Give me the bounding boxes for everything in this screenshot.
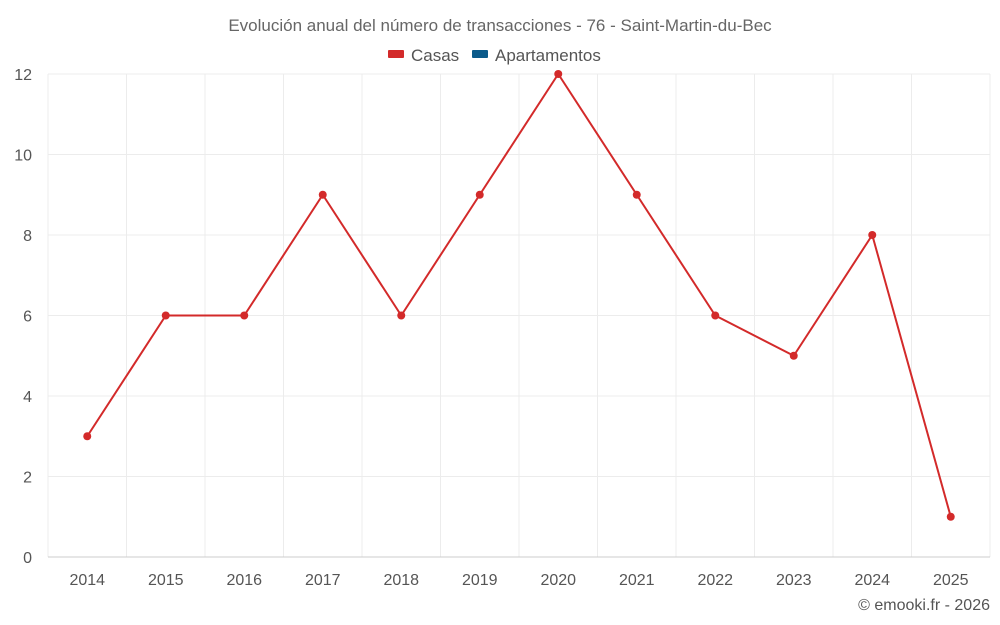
x-tick-label: 2015 <box>148 572 184 589</box>
chart-title: Evolución anual del número de transaccio… <box>228 16 772 35</box>
y-tick-label: 0 <box>23 550 32 567</box>
x-tick-label: 2022 <box>697 572 733 589</box>
legend-item-apartamentos[interactable]: Apartamentos <box>472 46 601 65</box>
x-tick-label: 2020 <box>540 572 576 589</box>
legend-label-casas: Casas <box>411 46 459 65</box>
legend-label-apartamentos: Apartamentos <box>495 46 601 65</box>
data-point[interactable] <box>397 311 406 320</box>
series-casas <box>83 70 955 521</box>
y-tick-label: 12 <box>14 67 32 84</box>
y-axis-ticks: 0 2 4 6 8 10 12 <box>14 67 32 567</box>
x-tick-label: 2025 <box>933 572 969 589</box>
data-point[interactable] <box>789 351 798 360</box>
series-line-casas <box>86 73 952 518</box>
legend-swatch-apartamentos <box>472 50 488 58</box>
y-tick-label: 6 <box>23 309 32 326</box>
x-axis-ticks: 2014 2015 2016 2017 2018 2019 2020 2021 2022 2023… <box>69 572 968 589</box>
data-point[interactable] <box>868 231 877 239</box>
x-tick-label: 2018 <box>383 572 419 589</box>
y-tick-label: 8 <box>23 228 32 245</box>
data-point[interactable] <box>475 190 484 199</box>
data-point[interactable] <box>554 70 563 78</box>
data-point[interactable] <box>83 432 92 441</box>
horizontal-gridlines <box>48 73 990 477</box>
legend-swatch-casas <box>388 50 404 58</box>
y-tick-label: 4 <box>23 389 32 406</box>
x-tick-label: 2024 <box>854 572 890 589</box>
data-point[interactable] <box>711 311 720 320</box>
legend-item-casas[interactable]: Casas <box>388 46 459 65</box>
data-point[interactable] <box>240 311 249 320</box>
y-tick-label: 2 <box>23 470 32 487</box>
y-tick-label: 10 <box>14 148 32 165</box>
x-tick-label: 2014 <box>69 572 105 589</box>
x-tick-label: 2019 <box>462 572 498 589</box>
data-point[interactable] <box>632 190 641 199</box>
x-tick-label: 2016 <box>226 572 262 589</box>
x-tick-label: 2023 <box>776 572 812 589</box>
data-point[interactable] <box>161 311 170 320</box>
x-tick-label: 2017 <box>305 572 341 589</box>
data-point[interactable] <box>318 190 327 199</box>
data-point[interactable] <box>946 512 955 521</box>
credit-text: © emooki.fr - 2026 <box>858 597 990 614</box>
x-tick-label: 2021 <box>619 572 655 589</box>
legend: Casas Apartamentos <box>388 46 601 65</box>
